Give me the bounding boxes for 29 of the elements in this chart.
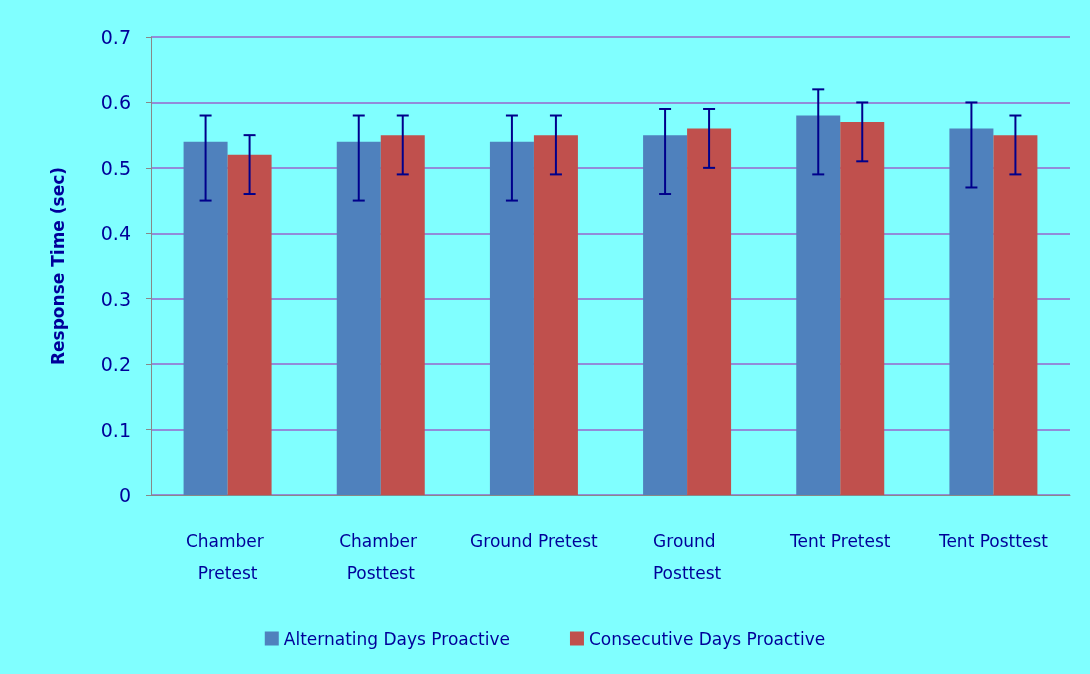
legend-label: Alternating Days Proactive <box>283 628 510 649</box>
bar <box>533 135 578 495</box>
y-axis-title: Response Time (sec) <box>47 166 68 366</box>
legend-label: Consecutive Days Proactive <box>588 628 826 649</box>
bar <box>227 154 272 495</box>
x-tick-label: Chamber Pretest <box>185 531 270 583</box>
bar <box>840 122 885 495</box>
bar <box>796 115 841 495</box>
bar <box>643 135 688 495</box>
bar <box>687 128 732 495</box>
x-tick-label: Ground Posttest <box>652 531 722 583</box>
y-tick-label: 0.4 <box>100 222 131 245</box>
bar <box>336 141 381 495</box>
y-tick-label: 0.5 <box>100 156 131 179</box>
x-tick-label: Tent Posttest <box>937 531 1049 551</box>
bar <box>183 141 228 495</box>
x-tick-label: Chamber Posttest <box>339 531 423 583</box>
y-tick-label: 0.2 <box>100 353 131 376</box>
bar <box>380 135 425 495</box>
bar <box>993 135 1038 495</box>
x-tick-label: Ground Pretest <box>470 531 599 551</box>
y-tick-label: 0.6 <box>100 91 131 114</box>
bar <box>949 128 994 495</box>
x-tick-label: Tent Pretest <box>789 531 891 551</box>
y-tick-label: 0.1 <box>100 418 131 441</box>
y-tick-label: 0.3 <box>100 287 131 310</box>
bar <box>489 141 534 495</box>
y-tick-label: 0.7 <box>100 26 131 48</box>
y-tick-label: 0 <box>118 484 131 506</box>
